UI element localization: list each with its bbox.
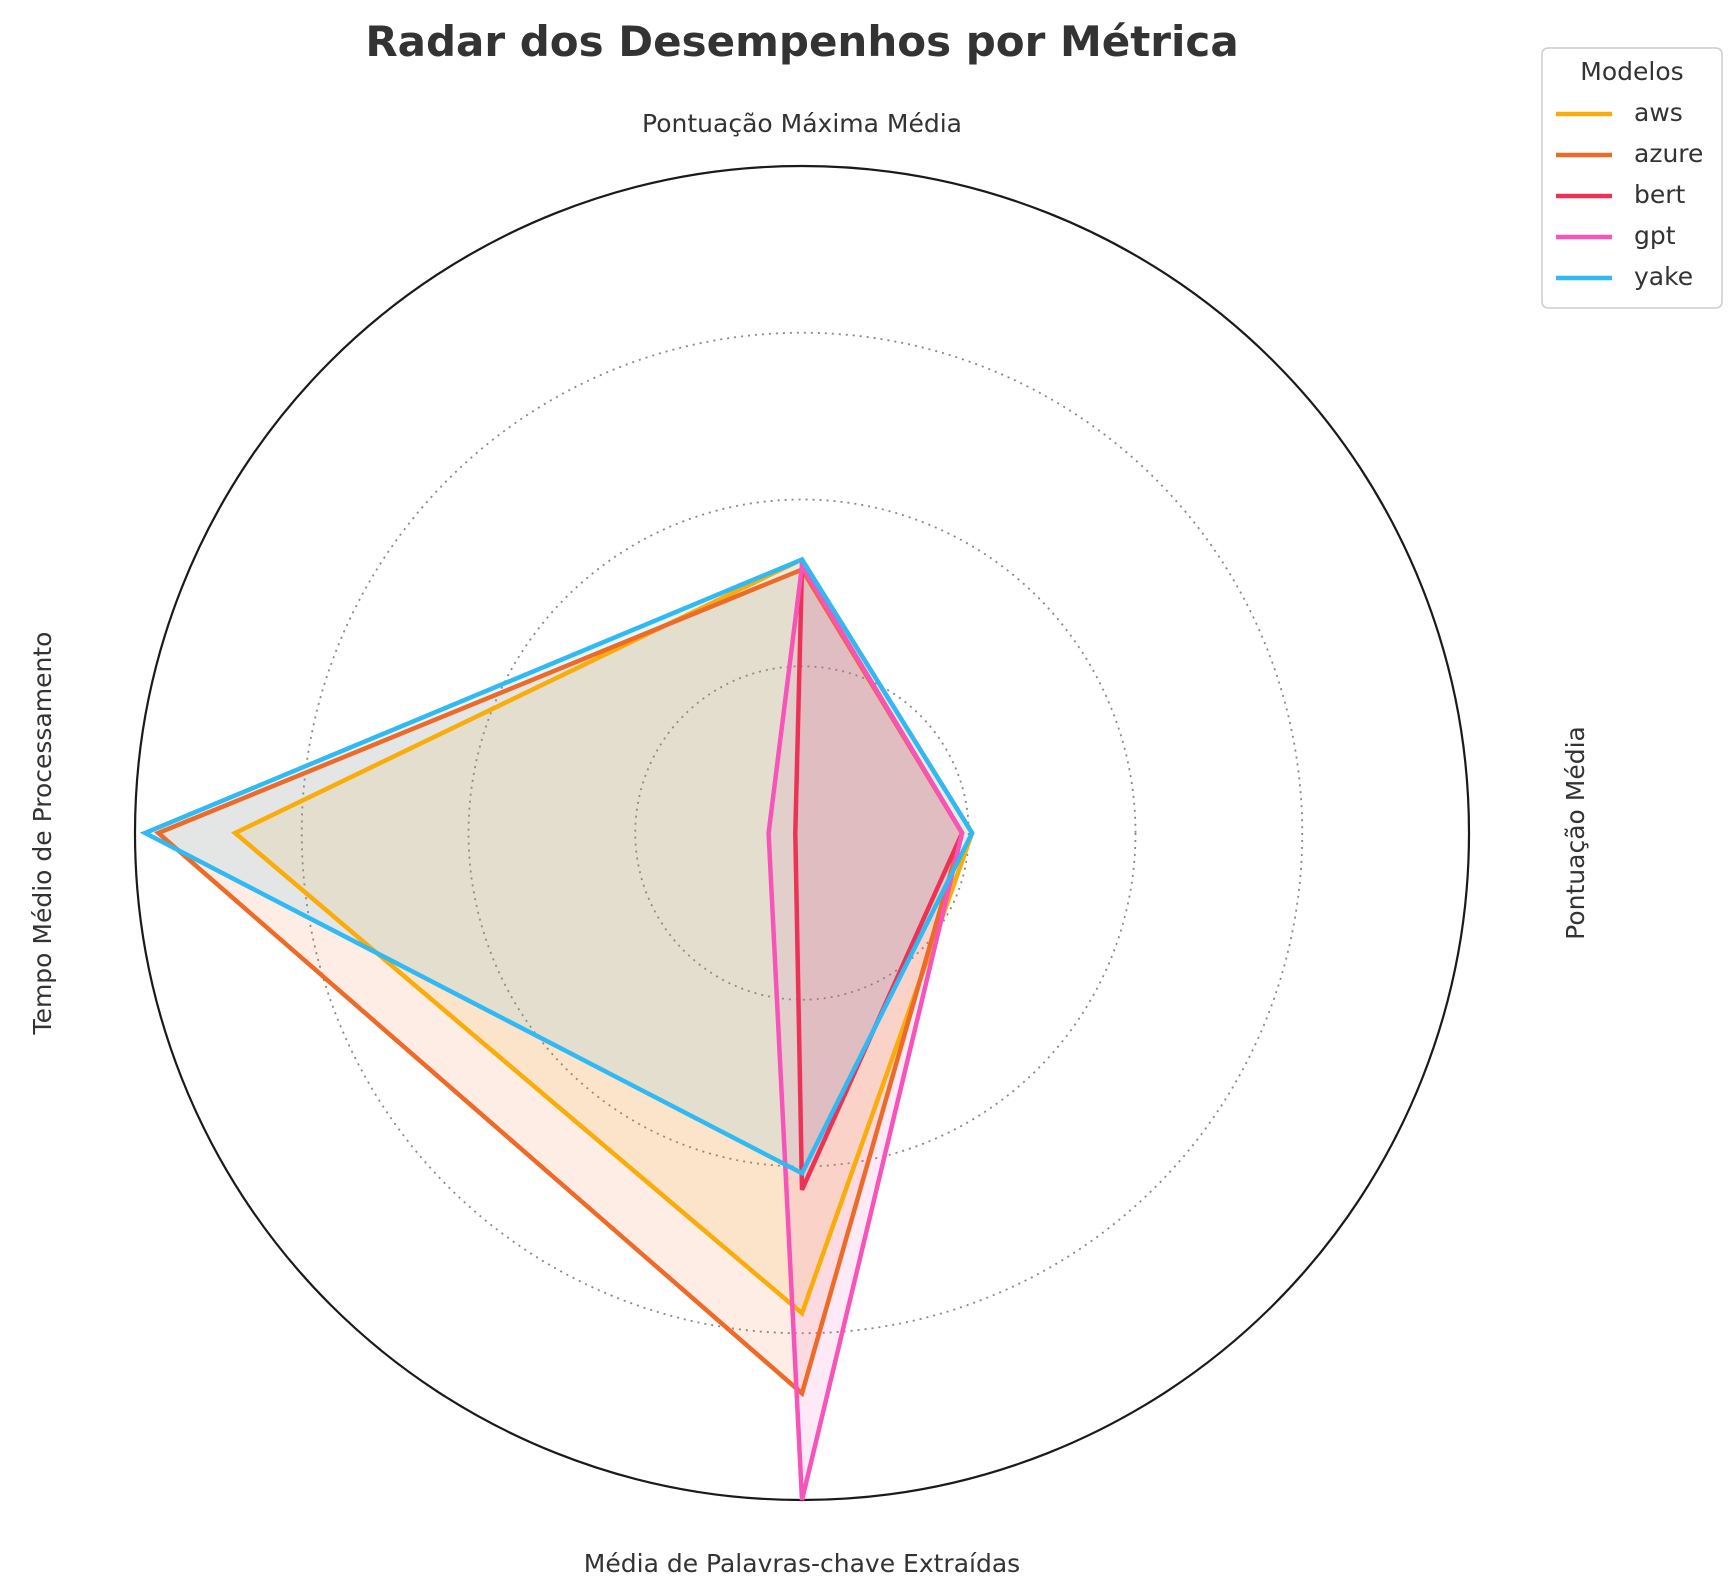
series-line-gpt [766,559,965,1501]
legend: Modelos aws azure bert gpt yake [1541,47,1723,309]
radar-grid-ring [300,331,1304,1335]
legend-title: Modelos [1580,57,1683,86]
legend-frame [1541,47,1723,309]
axis-label-3: Média de Palavras-chave Extraídas [584,1549,1020,1578]
axis-labels: Pontuação Média Pontuação Máxima Média Tem… [28,109,1590,1578]
series-fill-bert [795,566,963,1190]
legend-items: aws azure bert gpt yake [1556,98,1703,291]
series-lines [139,556,975,1501]
axis-label-0: Pontuação Média [1561,726,1590,940]
radar-grid-ring [634,665,970,1001]
chart-title: Radar dos Desempenhos por Métrica [365,17,1238,66]
legend-label-yake: yake [1634,262,1693,291]
legend-label-azure: azure [1634,139,1703,168]
series-fills [145,559,973,1500]
series-fill-aws [235,559,973,1314]
legend-label-aws: aws [1634,98,1683,127]
series-fill-yake [145,559,973,1174]
axis-label-1: Pontuação Máxima Média [642,109,962,138]
axis-label-2: Tempo Médio de Processamento [28,632,57,1036]
radar-grid-ring [467,498,1137,1168]
series-line-yake [139,556,975,1177]
legend-label-bert: bert [1634,180,1686,209]
legend-label-gpt: gpt [1634,221,1676,250]
